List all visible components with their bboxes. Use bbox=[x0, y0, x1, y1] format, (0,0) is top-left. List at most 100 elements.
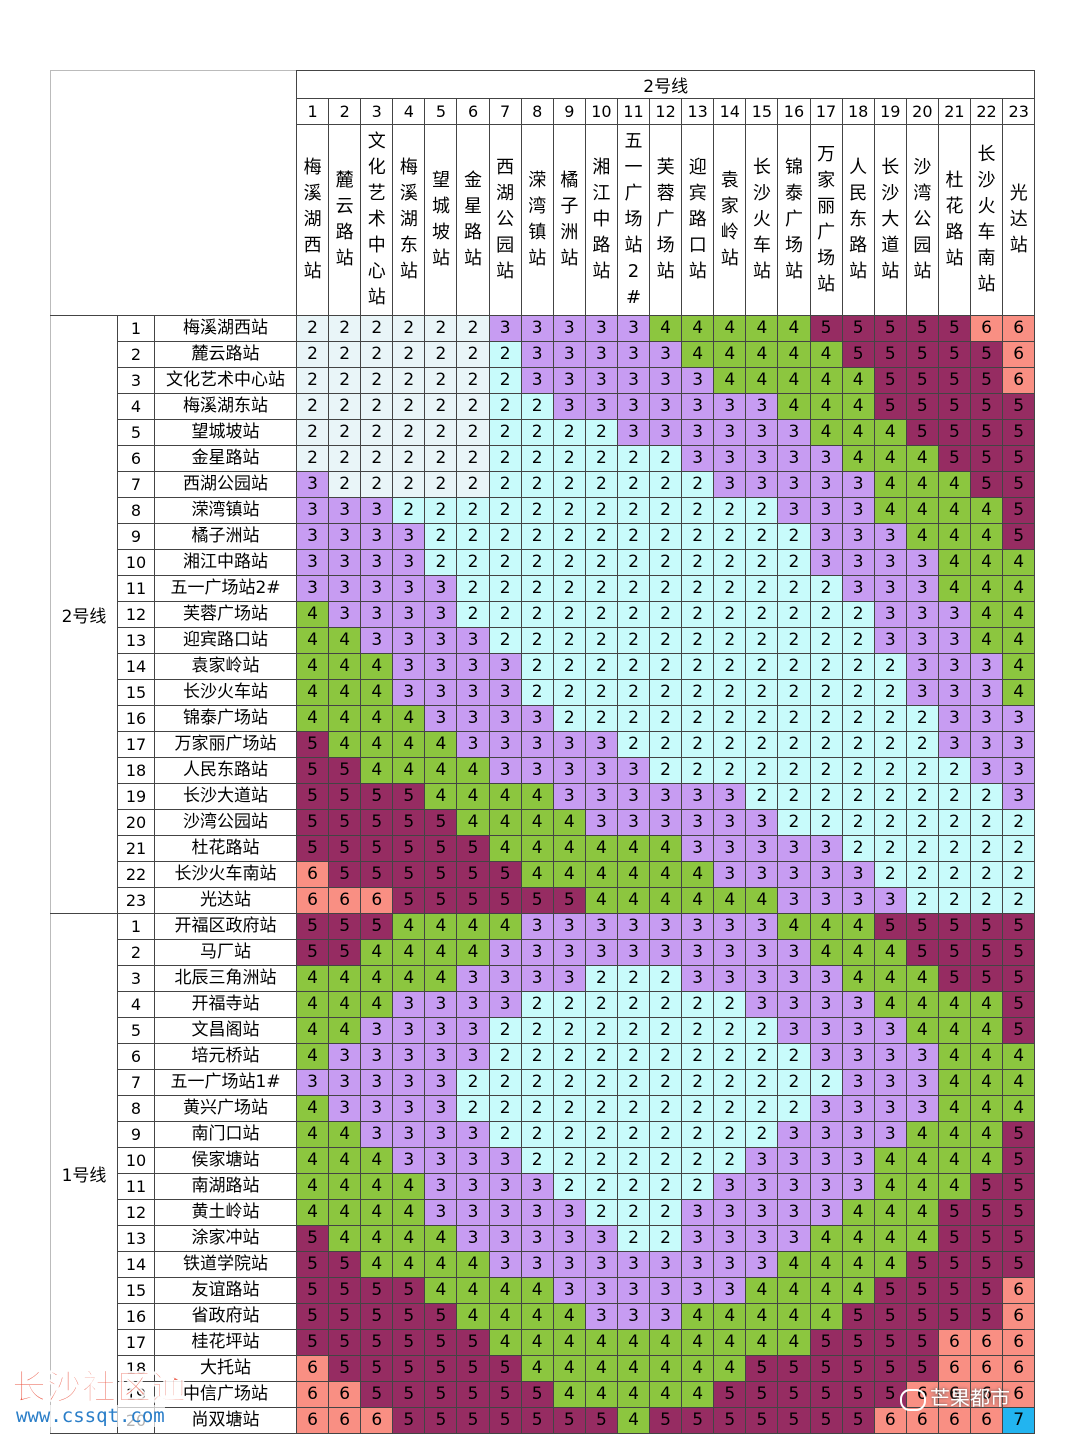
fare-cell: 2 bbox=[649, 497, 683, 524]
fare-cell: 3 bbox=[584, 1251, 618, 1278]
column-station-label: 梅溪湖东站 bbox=[399, 157, 418, 282]
fare-cell: 4 bbox=[649, 887, 683, 914]
row-station-name: 桂花坪站 bbox=[153, 1329, 298, 1356]
fare-cell: 3 bbox=[777, 1017, 811, 1044]
row-number: 11 bbox=[117, 575, 155, 602]
fare-cell: 5 bbox=[681, 1407, 715, 1434]
fare-cell: 3 bbox=[424, 575, 458, 602]
fare-cell: 2 bbox=[809, 575, 843, 602]
fare-cell: 4 bbox=[520, 1355, 554, 1382]
fare-cell: 5 bbox=[745, 1407, 779, 1434]
row-number: 21 bbox=[117, 835, 155, 862]
fare-cell: 3 bbox=[552, 341, 586, 368]
fare-cell: 5 bbox=[456, 835, 490, 862]
column-number: 15 bbox=[745, 98, 779, 125]
fare-cell: 3 bbox=[905, 549, 939, 576]
fare-cell: 2 bbox=[296, 445, 330, 472]
fare-cell: 4 bbox=[905, 445, 939, 472]
fare-cell: 3 bbox=[456, 991, 490, 1018]
fare-cell: 3 bbox=[777, 887, 811, 914]
fare-cell: 3 bbox=[360, 549, 394, 576]
fare-cell: 3 bbox=[584, 913, 618, 940]
fare-cell: 2 bbox=[681, 549, 715, 576]
column-number: 21 bbox=[937, 98, 971, 125]
fare-cell: 3 bbox=[360, 1069, 394, 1096]
fare-cell: 5 bbox=[1002, 913, 1036, 940]
fare-cell: 2 bbox=[1002, 835, 1036, 862]
column-number: 19 bbox=[873, 98, 907, 125]
fare-cell: 5 bbox=[328, 1355, 362, 1382]
fare-cell: 3 bbox=[488, 757, 522, 784]
fare-cell: 2 bbox=[681, 1095, 715, 1122]
fare-cell: 2 bbox=[809, 601, 843, 628]
fare-cell: 2 bbox=[488, 445, 522, 472]
fare-cell: 2 bbox=[296, 419, 330, 446]
fare-cell: 5 bbox=[328, 757, 362, 784]
row-number: 18 bbox=[117, 757, 155, 784]
fare-cell: 6 bbox=[328, 1407, 362, 1434]
fare-cell: 4 bbox=[552, 1329, 586, 1356]
fare-cell: 5 bbox=[905, 939, 939, 966]
fare-cell: 3 bbox=[520, 939, 554, 966]
fare-cell: 4 bbox=[360, 1199, 394, 1226]
fare-cell: 5 bbox=[360, 809, 394, 836]
column-station-label: 长沙火车南站 bbox=[977, 144, 996, 295]
fare-cell: 2 bbox=[649, 471, 683, 498]
fare-cell: 2 bbox=[488, 523, 522, 550]
fare-cell: 5 bbox=[809, 1329, 843, 1356]
fare-cell: 5 bbox=[488, 1381, 522, 1408]
fare-cell: 2 bbox=[520, 1069, 554, 1096]
fare-cell: 2 bbox=[392, 393, 426, 420]
fare-cell: 4 bbox=[713, 341, 747, 368]
fare-cell: 2 bbox=[520, 497, 554, 524]
fare-cell: 4 bbox=[681, 1303, 715, 1330]
fare-cell: 2 bbox=[424, 315, 458, 342]
account-name: 芒果都市 bbox=[930, 1386, 1010, 1410]
column-number: 20 bbox=[905, 98, 939, 125]
fare-cell: 6 bbox=[937, 1381, 971, 1408]
fare-cell: 2 bbox=[809, 809, 843, 836]
fare-cell: 5 bbox=[392, 835, 426, 862]
fare-cell: 3 bbox=[392, 1069, 426, 1096]
fare-cell: 2 bbox=[745, 497, 779, 524]
fare-cell: 3 bbox=[809, 1095, 843, 1122]
fare-cell: 2 bbox=[552, 679, 586, 706]
fare-cell: 3 bbox=[713, 1251, 747, 1278]
fare-cell: 5 bbox=[937, 913, 971, 940]
fare-cell: 4 bbox=[424, 1251, 458, 1278]
fare-cell: 5 bbox=[841, 1303, 875, 1330]
fare-cell: 2 bbox=[552, 627, 586, 654]
fare-cell: 3 bbox=[616, 913, 651, 940]
fare-cell: 2 bbox=[649, 1043, 683, 1070]
fare-cell: 4 bbox=[584, 1381, 618, 1408]
fare-cell: 2 bbox=[456, 601, 490, 628]
fare-cell: 5 bbox=[969, 471, 1004, 498]
fare-cell: 4 bbox=[777, 341, 811, 368]
fare-cell: 6 bbox=[969, 1381, 1004, 1408]
row-station-name: 梅溪湖西站 bbox=[153, 315, 298, 342]
row-number: 10 bbox=[117, 549, 155, 576]
fare-cell: 3 bbox=[873, 601, 907, 628]
column-station-label: 杜花路站 bbox=[945, 170, 964, 269]
fare-cell: 4 bbox=[809, 367, 843, 394]
fare-cell: 3 bbox=[456, 1173, 490, 1200]
fare-cell: 3 bbox=[649, 393, 683, 420]
fare-cell: 3 bbox=[456, 1043, 490, 1070]
line-group-label: 1号线 bbox=[50, 913, 118, 1434]
fare-cell: 2 bbox=[681, 705, 715, 732]
fare-cell: 2 bbox=[616, 1199, 651, 1226]
fare-cell: 5 bbox=[392, 1277, 426, 1304]
fare-cell: 5 bbox=[809, 1381, 843, 1408]
fare-cell: 3 bbox=[328, 1069, 362, 1096]
fare-cell: 2 bbox=[616, 1095, 651, 1122]
fare-cell: 5 bbox=[841, 315, 875, 342]
fare-cell: 5 bbox=[873, 367, 907, 394]
fare-cell: 2 bbox=[584, 523, 618, 550]
fare-cell: 3 bbox=[456, 1225, 490, 1252]
row-number: 12 bbox=[117, 1199, 155, 1226]
fare-cell: 3 bbox=[841, 575, 875, 602]
table-row: 11 五一广场站2# 3 3 3 3 3 2 2 2 2 2 2 2 2 2 2 2 2 3 3 3 4 4 4 bbox=[51, 575, 1036, 602]
fare-cell: 5 bbox=[296, 1277, 330, 1304]
fare-cell: 5 bbox=[809, 315, 843, 342]
table-row: 13 迎宾路口站 4 4 3 3 3 3 2 2 2 2 2 2 2 2 2 2 2 2 3 3 3 4 4 bbox=[51, 627, 1036, 654]
